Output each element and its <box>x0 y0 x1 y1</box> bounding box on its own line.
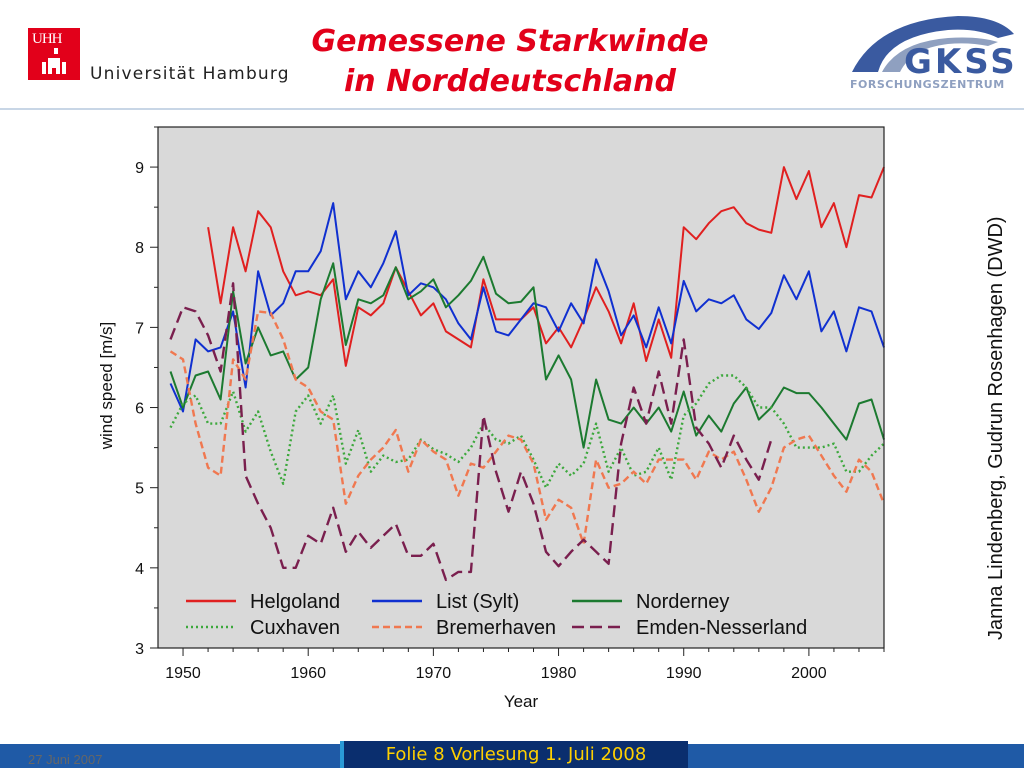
legend-label: Emden-Nesserland <box>636 617 807 639</box>
x-tick-label: 1980 <box>541 665 577 682</box>
university-name: Universität Hamburg <box>90 64 290 84</box>
header-divider <box>0 108 1024 110</box>
y-tick-label: 7 <box>135 320 144 337</box>
title-line-1: Gemessene Starkwinde <box>311 24 709 59</box>
gkss-logo: GKSS FORSCHUNGSZENTRUM <box>848 12 1018 92</box>
credit-text: Janna Lindenberg, Gudrun Rosenhagen (DWD… <box>985 216 1007 640</box>
gkss-name: GKSS <box>904 42 1018 82</box>
y-tick-label: 5 <box>135 481 144 498</box>
footer-slide-label: Folie 8 Vorlesung 1. Juli 2008 <box>340 741 688 768</box>
title-line-2: in Norddeutschland <box>344 64 676 99</box>
series-line-list-sylt <box>169 202 885 413</box>
castle-icon <box>42 48 66 74</box>
legend-label: Cuxhaven <box>250 617 340 639</box>
series-line-bremerhaven <box>169 310 886 545</box>
x-tick-label: 1960 <box>290 665 326 682</box>
x-axis-title: Year <box>504 692 539 711</box>
legend-label: List (Sylt) <box>436 591 519 613</box>
university-logo-text: UHH <box>32 31 62 47</box>
legend-label: Norderney <box>636 591 729 613</box>
x-tick-label: 1950 <box>165 665 201 682</box>
axis-ticks: 3 4 5 6 7 8 9 1950 1960 1970 1980 1990 2000 <box>135 126 885 682</box>
gkss-subtitle: FORSCHUNGSZENTRUM <box>850 78 1005 91</box>
y-tick-label: 6 <box>135 401 144 418</box>
y-tick-label: 3 <box>135 641 144 658</box>
legend-label: Bremerhaven <box>436 617 556 639</box>
y-tick-label: 8 <box>135 240 144 257</box>
page-title: Gemessene Starkwinde in Norddeutschland <box>260 22 760 102</box>
y-axis-title: wind speed [m/s] <box>97 322 116 451</box>
series-line-helgoland <box>207 166 885 367</box>
series-lines <box>169 166 886 582</box>
y-tick-label: 9 <box>135 160 144 177</box>
gkss-arc-icon <box>852 16 1014 72</box>
legend: Helgoland List (Sylt) Norderney Cuxhaven Bre… <box>186 591 807 639</box>
x-tick-label: 2000 <box>791 665 827 682</box>
legend-label: Helgoland <box>250 591 340 613</box>
y-tick-label: 4 <box>135 561 144 578</box>
series-line-emden-nesserland <box>169 282 773 582</box>
x-tick-label: 1970 <box>416 665 452 682</box>
university-logo: UHH <box>28 28 80 80</box>
x-tick-label: 1990 <box>666 665 702 682</box>
series-line-norderney <box>169 255 885 449</box>
plot-area <box>158 127 884 648</box>
footer-date: 27 Juni 2007 <box>28 752 103 767</box>
plot-frame <box>157 126 885 649</box>
